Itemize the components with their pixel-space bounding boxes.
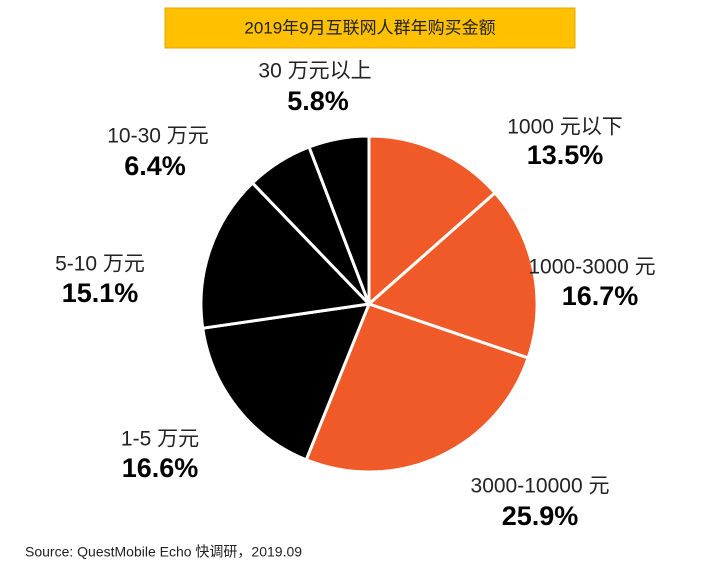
pie-slice (304, 302, 531, 474)
pie-slice (307, 134, 371, 305)
source: Source: QuestMobile Echo 快调研，2019.09 (25, 544, 302, 560)
slice-name: 1000-3000 元 (528, 256, 655, 279)
value-label: 15.1% (62, 278, 139, 308)
value-label: 25.9% (502, 501, 579, 531)
slice-name: 3000-10000 元 (471, 475, 610, 498)
value-label: 13.5% (527, 140, 604, 170)
value-label: 16.6% (122, 453, 199, 483)
chart-title: 2019年9月互联网人群年购买金额 (244, 18, 495, 37)
slice-name: 5-10 万元 (55, 253, 145, 276)
slice-name: 1-5 万元 (121, 428, 199, 451)
value-label: 6.4% (124, 151, 186, 181)
value-label: 16.7% (562, 281, 639, 311)
title-box (164, 7, 576, 49)
slice-name: 30 万元以上 (258, 60, 371, 83)
slice-name: 10-30 万元 (107, 125, 209, 148)
pie-slice (199, 180, 373, 330)
pie-slice (367, 134, 498, 308)
pie-slice (201, 302, 372, 462)
value-label: 5.8% (287, 86, 349, 116)
slice-name: 1000 元以下 (507, 116, 623, 139)
